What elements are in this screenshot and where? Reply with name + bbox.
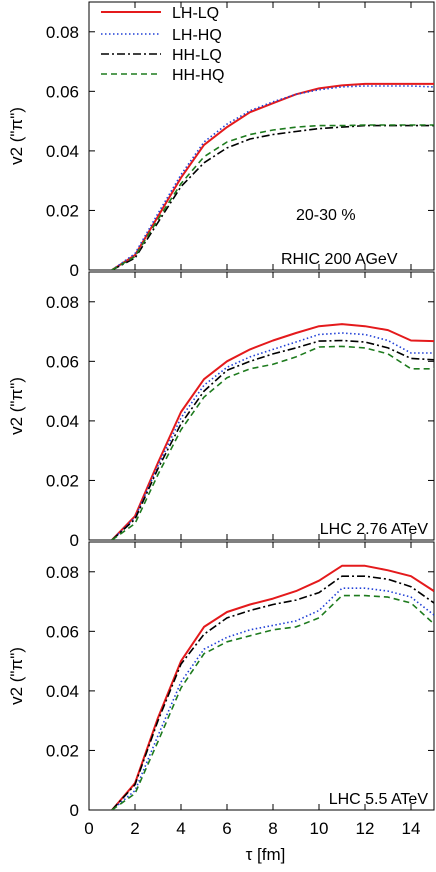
y-tick-label: 0: [70, 261, 79, 280]
y-tick-label: 0.04: [46, 142, 79, 161]
y-tick-label: 0: [70, 531, 79, 550]
x-tick-label: 6: [222, 819, 231, 838]
y-tick-label: 0.08: [46, 563, 79, 582]
y-tick-label: 0.06: [46, 82, 79, 101]
legend-label: LH-LQ: [172, 5, 219, 22]
panel-middle: 0 0.02 0.04 0.06 0.08 v2 ("π") LHC 2.76 ATeV: [7, 271, 435, 550]
legend-label: HH-LQ: [172, 47, 222, 64]
series-line-lh-hq: [111, 587, 434, 810]
y-tick-label: 0.04: [46, 682, 79, 701]
series-line-lh-hq: [111, 332, 434, 540]
series-line-hh-lq: [111, 124, 434, 270]
y-axis-title: v2 ("π"): [7, 107, 26, 165]
y-tick-label: 0.08: [46, 293, 79, 312]
plot-frame: [88, 271, 435, 541]
x-tick-label: 4: [176, 819, 185, 838]
y-tick-label: 0: [70, 801, 79, 820]
x-tick-label: 2: [130, 819, 139, 838]
plot-frame: [88, 541, 435, 811]
energy-annotation: RHIC 200 AGeV: [281, 251, 398, 268]
series-line-lh-lq: [111, 82, 434, 270]
series-line-lh-hq: [111, 85, 434, 270]
x-tick-label: 10: [310, 819, 329, 838]
y-tick-label: 0.06: [46, 622, 79, 641]
y-tick-label: 0.02: [46, 471, 79, 490]
panel-top: 0 0.02 0.04 0.06 0.08 v2 ("π") 20-30 % RHIC 200…: [7, 1, 435, 280]
series-line-hh-lq: [111, 339, 434, 540]
series-line-hh-hq: [111, 124, 434, 270]
energy-annotation: LHC 5.5 ATeV: [329, 791, 429, 808]
centrality-annotation: 20-30 %: [296, 207, 356, 224]
x-tick-label: 8: [268, 819, 277, 838]
series-line-hh-hq: [111, 594, 434, 810]
panel-bottom: 0 0.02 0.04 0.06 0.08 0 2 4 6 8 10 12 14 v2 ("π") τ [f…: [7, 541, 435, 864]
x-tick-label: 12: [356, 819, 375, 838]
legend-label: HH-HQ: [172, 67, 224, 84]
series-line-lh-lq: [111, 323, 434, 540]
x-tick-label: 14: [402, 819, 421, 838]
series-line-hh-hq: [111, 345, 434, 540]
y-axis-title: v2 ("π"): [7, 647, 26, 705]
x-tick-label: 0: [84, 819, 93, 838]
series-line-hh-lq: [111, 575, 434, 810]
y-tick-label: 0.08: [46, 23, 79, 42]
plot-frame: [88, 1, 435, 271]
y-tick-label: 0.04: [46, 412, 79, 431]
y-tick-label: 0.02: [46, 741, 79, 760]
energy-annotation: LHC 2.76 ATeV: [320, 521, 429, 538]
y-axis-title: v2 ("π"): [7, 377, 26, 435]
x-axis-title: τ [fm]: [246, 845, 286, 864]
y-tick-label: 0.02: [46, 201, 79, 220]
legend-label: LH-HQ: [172, 27, 222, 44]
series-line-lh-lq: [111, 564, 434, 810]
y-tick-label: 0.06: [46, 352, 79, 371]
legend: LH-LQ LH-HQ HH-LQ HH-HQ: [101, 5, 224, 84]
